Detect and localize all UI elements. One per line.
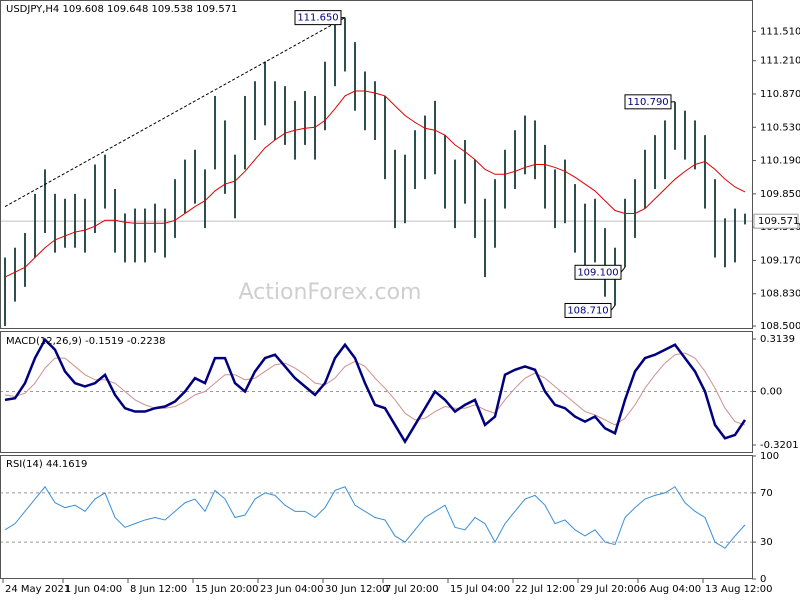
annotation-box [564, 302, 612, 318]
y-tick-label: 0.00 [760, 387, 782, 398]
annotation-label: 108.710 [567, 305, 608, 316]
annotation-box [294, 10, 342, 26]
y-tick-label: 100 [760, 451, 779, 462]
y-tick-label: 109.170 [760, 255, 800, 266]
y-tick-label: 111.210 [760, 56, 800, 67]
price-panel-frame [0, 0, 753, 329]
chart-title: USDJPY,H4 109.608 109.648 109.538 109.57… [6, 4, 237, 15]
y-tick-label: 70 [760, 488, 773, 499]
annotation-leader [620, 266, 626, 273]
annotation-box [624, 94, 672, 110]
plot-layer [0, 17, 752, 549]
y-tick-label: 108.500 [760, 321, 800, 332]
y-tick-label: 111.510 [760, 26, 800, 37]
x-tick-label: 6 Aug 04:00 [640, 584, 701, 595]
annotation-box [574, 264, 622, 280]
annotation-label: 111.650 [297, 13, 338, 24]
x-tick-label: 29 Jul 20:00 [580, 584, 640, 595]
annotation-leader [610, 305, 616, 311]
last-price-box [753, 213, 799, 229]
indicator-line [4, 337, 747, 445]
watermark: ActionForex.com [239, 280, 422, 305]
y-tick-label: 0.3139 [760, 334, 795, 345]
x-tick-label: 15 Jun 20:00 [195, 584, 259, 595]
x-tick-label: 8 Jun 12:00 [130, 584, 187, 595]
rsi-panel-frame [0, 455, 753, 579]
x-tick-label: 7 Jul 20:00 [385, 584, 439, 595]
y-tick-label: 30 [760, 537, 773, 548]
y-tick-label: 110.870 [760, 89, 800, 100]
x-tick-label: 15 Jul 04:00 [450, 584, 510, 595]
x-tick-label: 24 May 2021 [5, 584, 70, 595]
x-tick-label: 30 Jun 12:00 [325, 584, 389, 595]
x-tick-label: 1 Jun 04:00 [65, 584, 122, 595]
y-tick-label: 110.190 [760, 156, 800, 167]
rsi-title: RSI(14) 44.1619 [6, 459, 87, 470]
x-tick-label: 13 Aug 12:00 [705, 584, 772, 595]
last-price-label: 109.571 [758, 216, 799, 227]
y-tick-label: 109.850 [760, 189, 800, 200]
indicator-line [4, 485, 746, 549]
y-tick-label: 110.530 [760, 122, 800, 133]
indicator-line [4, 352, 746, 426]
y-tick-label: 0 [760, 574, 766, 585]
indicator-line [4, 90, 746, 278]
x-tick-label: 22 Jul 12:00 [515, 584, 575, 595]
annotation-label: 110.790 [627, 97, 668, 108]
macd-title: MACD(12,26,9) -0.1519 -0.2238 [6, 336, 166, 347]
y-tick-label: 108.830 [760, 289, 800, 300]
annotation-label: 109.100 [577, 267, 618, 278]
x-tick-label: 23 Jun 04:00 [260, 584, 324, 595]
y-tick-label: -0.3201 [760, 440, 799, 451]
